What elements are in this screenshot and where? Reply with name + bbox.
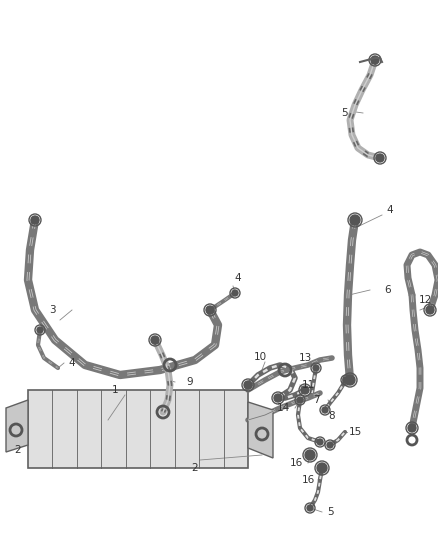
Text: 3: 3 [49, 305, 55, 315]
Text: 5: 5 [342, 108, 348, 118]
Polygon shape [248, 402, 273, 458]
Text: 13: 13 [298, 353, 311, 363]
Circle shape [305, 450, 315, 460]
Text: 4: 4 [69, 358, 75, 368]
Circle shape [31, 216, 39, 224]
Circle shape [317, 439, 323, 445]
Text: 7: 7 [313, 395, 319, 405]
Circle shape [313, 365, 319, 371]
Text: 15: 15 [348, 427, 362, 437]
Text: 6: 6 [385, 285, 391, 295]
Text: 10: 10 [254, 352, 267, 362]
Text: 9: 9 [187, 377, 193, 387]
Text: 4: 4 [235, 273, 241, 283]
Circle shape [301, 386, 309, 394]
Circle shape [151, 336, 159, 344]
Circle shape [343, 377, 349, 383]
Circle shape [297, 397, 303, 403]
Text: 5: 5 [327, 507, 333, 517]
Circle shape [371, 56, 379, 64]
Bar [28, 390, 248, 468]
Circle shape [322, 407, 328, 413]
Text: 11: 11 [301, 380, 314, 390]
Circle shape [244, 381, 252, 389]
Text: 16: 16 [290, 458, 303, 468]
Text: 1: 1 [112, 385, 118, 395]
Text: 4: 4 [387, 205, 393, 215]
Text: 16: 16 [301, 475, 314, 485]
Circle shape [274, 394, 282, 402]
Polygon shape [6, 400, 28, 452]
Circle shape [37, 327, 43, 333]
Circle shape [408, 424, 416, 432]
Circle shape [327, 442, 333, 448]
Circle shape [317, 463, 327, 473]
Circle shape [206, 306, 214, 314]
Circle shape [376, 154, 384, 162]
Circle shape [345, 375, 355, 385]
Text: 14: 14 [276, 403, 290, 413]
Circle shape [232, 290, 238, 296]
Circle shape [307, 505, 313, 511]
Circle shape [350, 215, 360, 225]
Text: 12: 12 [418, 295, 431, 305]
Text: 2: 2 [192, 463, 198, 473]
Circle shape [426, 306, 434, 314]
Text: 8: 8 [328, 411, 336, 421]
Text: 2: 2 [15, 445, 21, 455]
